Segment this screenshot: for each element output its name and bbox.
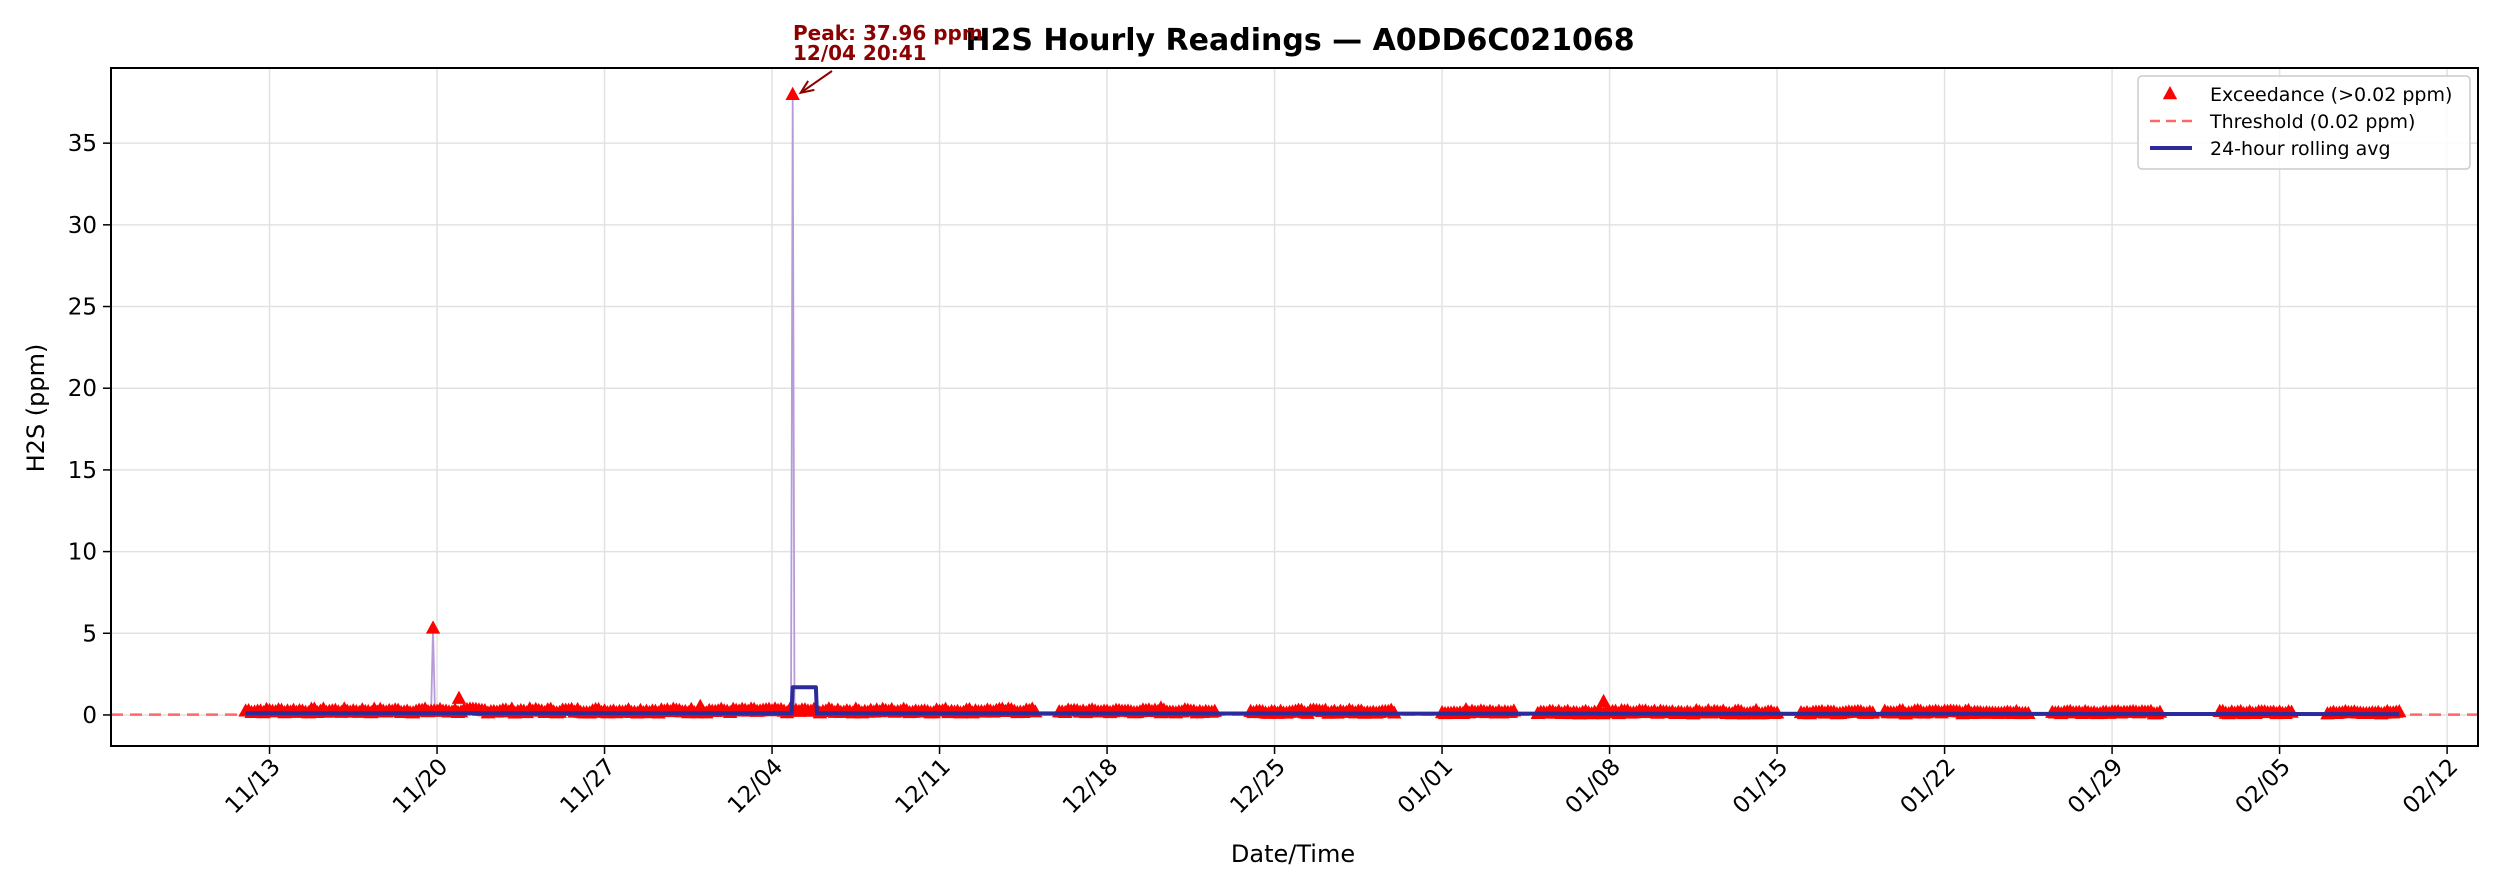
legend-box	[2137, 75, 2471, 170]
y-axis: 0 5 10 15 20 25 30 35	[68, 131, 111, 729]
exceedance-marker	[425, 620, 441, 634]
legend-label: 24-hour rolling avg	[2210, 138, 2391, 160]
y-tick-label: 5	[82, 621, 97, 647]
peak-annotation-arrowhead	[798, 80, 815, 95]
legend-label: Threshold (0.02 ppm)	[2209, 111, 2415, 133]
rolling-average-line	[245, 685, 2400, 717]
x-axis-label: Date/Time	[1231, 840, 1355, 868]
y-tick-label: 35	[68, 131, 97, 157]
y-tick-label: 25	[68, 295, 97, 321]
peak-annotation: Peak: 37.96 ppm 12/04 20:41	[793, 21, 983, 95]
series-group	[238, 86, 2407, 720]
peak-annotation-arrow	[800, 70, 833, 94]
y-tick-label: 0	[82, 703, 97, 729]
y-tick-label: 20	[68, 376, 97, 402]
exceedance-marker	[451, 690, 467, 704]
legend-exceedance-symbol	[2162, 86, 2178, 100]
y-tick-label: 15	[68, 458, 97, 484]
legend: Exceedance (>0.02 ppm) Threshold (0.02 pp…	[2137, 75, 2471, 170]
exceedance-marker	[785, 86, 800, 100]
peak-annotation-value: Peak: 37.96 ppm	[793, 21, 983, 45]
y-axis-label: H2S (ppm)	[22, 344, 50, 473]
peak-annotation-time: 12/04 20:41	[793, 41, 927, 65]
grid-lines	[111, 68, 2478, 746]
y-tick-label: 10	[68, 540, 97, 566]
exceedance-marker	[693, 698, 708, 712]
exceedance-marker	[1153, 700, 1169, 714]
plot-area-frame	[110, 67, 2479, 747]
y-tick-label: 30	[68, 213, 97, 239]
chart-title: H2S Hourly Readings — A0DD6C021068	[965, 23, 1634, 58]
legend-label: Exceedance (>0.02 ppm)	[2210, 84, 2452, 106]
exceedance-marker	[1596, 693, 1611, 708]
